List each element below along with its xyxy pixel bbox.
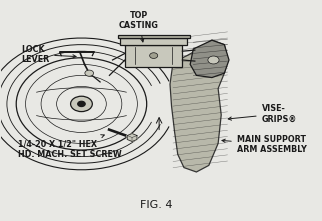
Text: 1/4-20 X 1/2" HEX
HD. MACH. SET SCREW: 1/4-20 X 1/2" HEX HD. MACH. SET SCREW (18, 135, 121, 159)
Circle shape (71, 96, 92, 112)
Circle shape (85, 70, 94, 76)
Text: LOCK
LEVER: LOCK LEVER (21, 45, 76, 64)
Bar (120, 38, 187, 45)
Bar (125, 45, 182, 67)
Polygon shape (190, 40, 229, 78)
Circle shape (208, 56, 219, 64)
Polygon shape (127, 133, 137, 141)
Text: MAIN SUPPORT
ARM ASSEMBLY: MAIN SUPPORT ARM ASSEMBLY (222, 135, 307, 154)
Text: FIG. 4: FIG. 4 (140, 200, 172, 210)
Polygon shape (170, 40, 227, 172)
Circle shape (150, 53, 158, 58)
Text: TOP
CASTING: TOP CASTING (119, 11, 159, 42)
Circle shape (78, 101, 85, 107)
Bar (118, 34, 190, 38)
Text: VISE-
GRIPS®: VISE- GRIPS® (228, 104, 297, 124)
